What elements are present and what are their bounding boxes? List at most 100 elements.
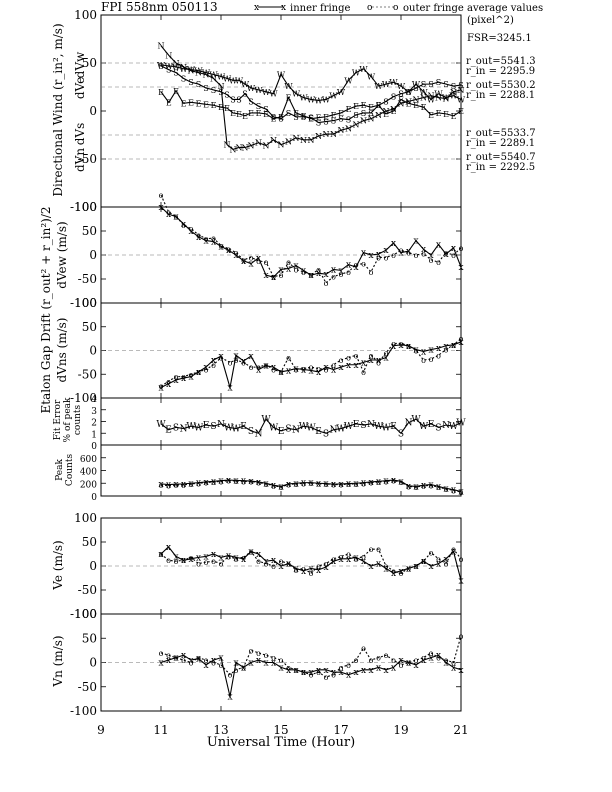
etalon_gap_vns-point-inner: x bbox=[263, 362, 268, 372]
vn-point-outer: o bbox=[301, 668, 306, 677]
vn-point-outer: o bbox=[309, 671, 314, 680]
vn-point-outer: o bbox=[219, 661, 224, 670]
point-dVe: E bbox=[263, 110, 269, 119]
ve-point-inner: x bbox=[391, 569, 396, 579]
point-dVn: N bbox=[218, 82, 225, 91]
etalon_gap_vns-point-outer: o bbox=[384, 349, 389, 358]
xtick-label: 11 bbox=[153, 723, 168, 737]
point-dVs: S bbox=[428, 80, 433, 89]
ve-point-outer: o bbox=[181, 556, 186, 565]
ve-point-inner: x bbox=[248, 548, 253, 558]
etalon_gap_vns-point-inner: x bbox=[413, 346, 418, 356]
peak_counts-point-outer: o bbox=[369, 479, 374, 488]
vn-point-inner: x bbox=[346, 671, 351, 681]
peak_counts-point-outer: o bbox=[451, 486, 456, 495]
vn-point-outer: o bbox=[421, 654, 426, 663]
ve-point-outer: o bbox=[189, 553, 194, 562]
vn-point-outer: o bbox=[354, 656, 359, 665]
peak_counts-point-outer: o bbox=[166, 481, 171, 490]
point-dVw: W bbox=[359, 65, 368, 74]
etalon_gap_vew-point-inner: x bbox=[361, 249, 366, 259]
fit_error-point-inner: S bbox=[248, 427, 254, 437]
etalon_gap_vns-point-inner: x bbox=[256, 366, 261, 376]
ve-point-inner: x bbox=[316, 566, 321, 576]
point-dVw: W bbox=[307, 95, 316, 104]
etalon_gap_vew-point-inner: x bbox=[338, 266, 343, 276]
etalon_gap_vns-point-outer: o bbox=[159, 382, 164, 391]
etalon_gap_vns-point-inner: x bbox=[227, 384, 232, 394]
etalon_gap_vew-point-outer: o bbox=[301, 268, 306, 277]
etalon_gap_vew-point-outer: o bbox=[391, 251, 396, 260]
vn-point-outer: o bbox=[376, 654, 381, 663]
vn-point-outer: o bbox=[369, 656, 374, 665]
point-dVs: S bbox=[421, 80, 426, 89]
ve-point-outer: o bbox=[421, 557, 426, 566]
etalon_gap_vew-point-outer: o bbox=[211, 234, 216, 243]
ve-point-outer: o bbox=[331, 555, 336, 564]
point-dVe: E bbox=[218, 103, 224, 112]
vn-point-outer: o bbox=[264, 651, 269, 660]
point-dVs: S bbox=[248, 97, 253, 106]
point-dVs: S bbox=[196, 80, 201, 89]
vn-point-inner: x bbox=[451, 663, 456, 673]
point-dVe: E bbox=[428, 111, 434, 120]
ve-point-outer: o bbox=[384, 562, 389, 571]
etalon_gap_vew-point-outer: o bbox=[346, 268, 351, 277]
etalon_gap_vns-point-inner: x bbox=[323, 363, 328, 373]
vn-point-inner: x bbox=[181, 651, 186, 661]
vn-point-inner: x bbox=[263, 659, 268, 669]
point-dVs: S bbox=[436, 78, 441, 87]
etalon_gap_vew-point-inner: x bbox=[383, 246, 388, 256]
peak_counts-point-inner: x bbox=[458, 488, 463, 498]
etalon_gap_vns-point-outer: o bbox=[331, 361, 336, 370]
peak_counts-point-inner: x bbox=[383, 477, 388, 487]
ylabel-peak-counts: Peak bbox=[55, 459, 65, 481]
etalon_gap_vns-ytick-label: -50 bbox=[78, 367, 97, 381]
peak_counts-point-outer: o bbox=[399, 478, 404, 487]
vn-point-outer: o bbox=[228, 671, 233, 680]
point-dVs: S bbox=[361, 109, 366, 118]
ylabel-ve: Ve (m/s) bbox=[51, 540, 65, 590]
ve-ytick-label: 50 bbox=[82, 535, 97, 549]
ylabel-vn: Vn (m/s) bbox=[51, 635, 65, 687]
ve-point-outer: o bbox=[369, 545, 374, 554]
vn-point-inner: x bbox=[368, 666, 373, 676]
fit_error-point-inner: W bbox=[449, 422, 459, 432]
point-dVn: N bbox=[236, 143, 243, 152]
ve-ytick-label: -50 bbox=[78, 583, 97, 597]
point-dVw: W bbox=[352, 69, 361, 78]
etalon_gap_vew-point-inner: x bbox=[368, 251, 373, 261]
etalon_gap_vns-point-outer: o bbox=[339, 356, 344, 365]
etalon_gap_vns-ytick-label: 50 bbox=[82, 320, 97, 334]
vn-point-outer: o bbox=[196, 654, 201, 663]
ve-point-inner: x bbox=[323, 563, 328, 573]
etalon_gap_vns-point-outer: o bbox=[264, 361, 269, 370]
ve-point-inner: x bbox=[436, 560, 441, 570]
point-dVs: S bbox=[278, 115, 283, 124]
ve-point-outer: o bbox=[166, 556, 171, 565]
vn-point-inner: x bbox=[428, 654, 433, 664]
point-dVe: E bbox=[188, 98, 194, 107]
rout-e: r_out=5530.2 bbox=[466, 80, 536, 91]
vn-point-outer: o bbox=[384, 651, 389, 660]
vn-point-inner: x bbox=[331, 668, 336, 678]
vn-point-inner: x bbox=[338, 668, 343, 678]
etalon_gap_vew-point-outer: o bbox=[361, 260, 366, 269]
vn-point-inner: x bbox=[443, 659, 448, 669]
vn-point-outer: o bbox=[271, 654, 276, 663]
ve-point-inner: x bbox=[413, 562, 418, 572]
peak_counts-point-outer: o bbox=[339, 481, 344, 490]
etalon_gap_vns-point-inner: x bbox=[346, 361, 351, 371]
vn-point-outer: o bbox=[429, 649, 434, 658]
point-dVn: N bbox=[330, 130, 337, 139]
etalon_gap_vew-point-outer: o bbox=[429, 256, 434, 265]
etalon_gap_vew-ytick-label: 0 bbox=[89, 248, 97, 262]
peak_counts-point-inner: x bbox=[248, 477, 253, 487]
vn-point-outer: o bbox=[174, 654, 179, 663]
ve-point-inner: x bbox=[218, 553, 223, 563]
etalon_gap_vew-point-outer: o bbox=[189, 225, 194, 234]
ve-point-outer: o bbox=[271, 562, 276, 571]
fit_error-ytick-label: 3 bbox=[91, 407, 97, 417]
etalon_gap_vew-point-outer: o bbox=[166, 208, 171, 217]
